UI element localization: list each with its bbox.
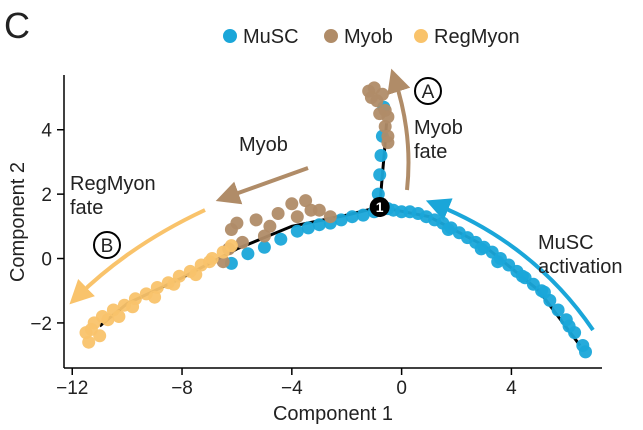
regmyon-fate-arrow xyxy=(69,208,206,305)
regmyon-fate-label-line2: fate xyxy=(70,197,103,219)
legend-marker-myob xyxy=(324,29,338,43)
point-myob xyxy=(257,229,271,243)
series-musc xyxy=(224,100,592,359)
point-musc xyxy=(301,221,315,235)
legend-label-myob: Myob xyxy=(344,26,393,48)
legend-label-musc: MuSC xyxy=(243,26,299,48)
myob-label: Myob xyxy=(239,134,288,156)
point-regmyon xyxy=(84,322,98,336)
point-myob xyxy=(290,210,304,224)
y-tick-label: 0 xyxy=(41,250,52,271)
point-myob xyxy=(373,107,387,121)
point-myob xyxy=(323,210,337,224)
point-musc xyxy=(312,218,326,232)
legend: MuSC Myob RegMyon xyxy=(223,26,520,48)
legend-label-regmyon: RegMyon xyxy=(434,26,520,48)
musc-activation-label-line2: activation xyxy=(538,256,623,278)
point-musc xyxy=(551,303,565,317)
point-regmyon xyxy=(167,277,181,291)
legend-marker-musc xyxy=(223,29,237,43)
musc-activation-label-line1: MuSC xyxy=(538,232,594,254)
point-myob xyxy=(285,197,299,211)
point-regmyon xyxy=(189,268,203,282)
point-musc xyxy=(373,168,387,182)
point-myob xyxy=(299,194,313,208)
point-myob xyxy=(216,255,230,269)
point-musc xyxy=(241,247,255,261)
point-musc xyxy=(537,285,551,299)
point-musc xyxy=(579,345,592,359)
point-musc xyxy=(257,240,271,254)
myob-fate-label-line1: Myob xyxy=(414,117,463,139)
branch-point-label: 1 xyxy=(376,199,384,215)
point-musc xyxy=(290,224,304,238)
point-regmyon xyxy=(203,255,216,269)
myob-arrow xyxy=(215,166,309,205)
y-tick-label: 2 xyxy=(41,185,52,206)
point-regmyon xyxy=(82,335,96,349)
point-musc xyxy=(491,255,505,269)
series-myob xyxy=(216,81,395,269)
label-b-circle xyxy=(93,231,121,259)
x-axis-title: Component 1 xyxy=(273,403,393,425)
point-musc xyxy=(334,213,348,227)
point-myob xyxy=(271,207,285,220)
point-myob xyxy=(364,91,378,104)
point-musc xyxy=(441,223,455,236)
point-myob xyxy=(224,223,238,236)
point-regmyon xyxy=(126,300,140,314)
legend-marker-regmyon xyxy=(414,29,428,43)
series-regmyon xyxy=(79,239,238,349)
branch-point: 1 xyxy=(369,197,390,218)
point-myob xyxy=(381,136,395,150)
y-tick-label: −2 xyxy=(30,314,52,335)
point-myob xyxy=(263,219,277,233)
point-musc xyxy=(274,232,288,246)
point-regmyon xyxy=(224,239,238,253)
point-musc xyxy=(474,242,488,256)
y-axis-title: Component 2 xyxy=(7,162,29,282)
label-b: B xyxy=(101,236,114,257)
x-tick-label: −4 xyxy=(281,378,303,399)
point-myob xyxy=(249,213,263,227)
x-tick-label: −12 xyxy=(56,378,88,399)
point-musc xyxy=(345,210,359,224)
myob-fate-arrow xyxy=(387,68,411,191)
point-myob xyxy=(235,235,249,249)
point-myob xyxy=(304,203,318,217)
point-musc xyxy=(562,319,576,333)
branch-point-marker xyxy=(369,197,390,218)
y-tick-label: 4 xyxy=(41,121,52,142)
point-musc xyxy=(356,208,370,222)
point-musc xyxy=(515,269,529,283)
regmyon-fate-label-line1: RegMyon xyxy=(70,173,156,195)
label-a-circle xyxy=(414,77,442,105)
point-regmyon xyxy=(148,290,162,304)
musc-activation-arrow xyxy=(425,198,595,332)
plot-area xyxy=(79,81,592,359)
label-a: A xyxy=(422,82,435,103)
point-musc xyxy=(374,149,388,162)
x-tick-label: 4 xyxy=(506,378,517,399)
x-tick-label: −8 xyxy=(171,378,193,399)
point-regmyon xyxy=(112,310,126,323)
point-regmyon xyxy=(101,313,115,327)
myob-fate-label-line2: fate xyxy=(414,141,447,163)
x-tick-label: 0 xyxy=(396,378,407,399)
panel-label: C xyxy=(4,5,30,46)
